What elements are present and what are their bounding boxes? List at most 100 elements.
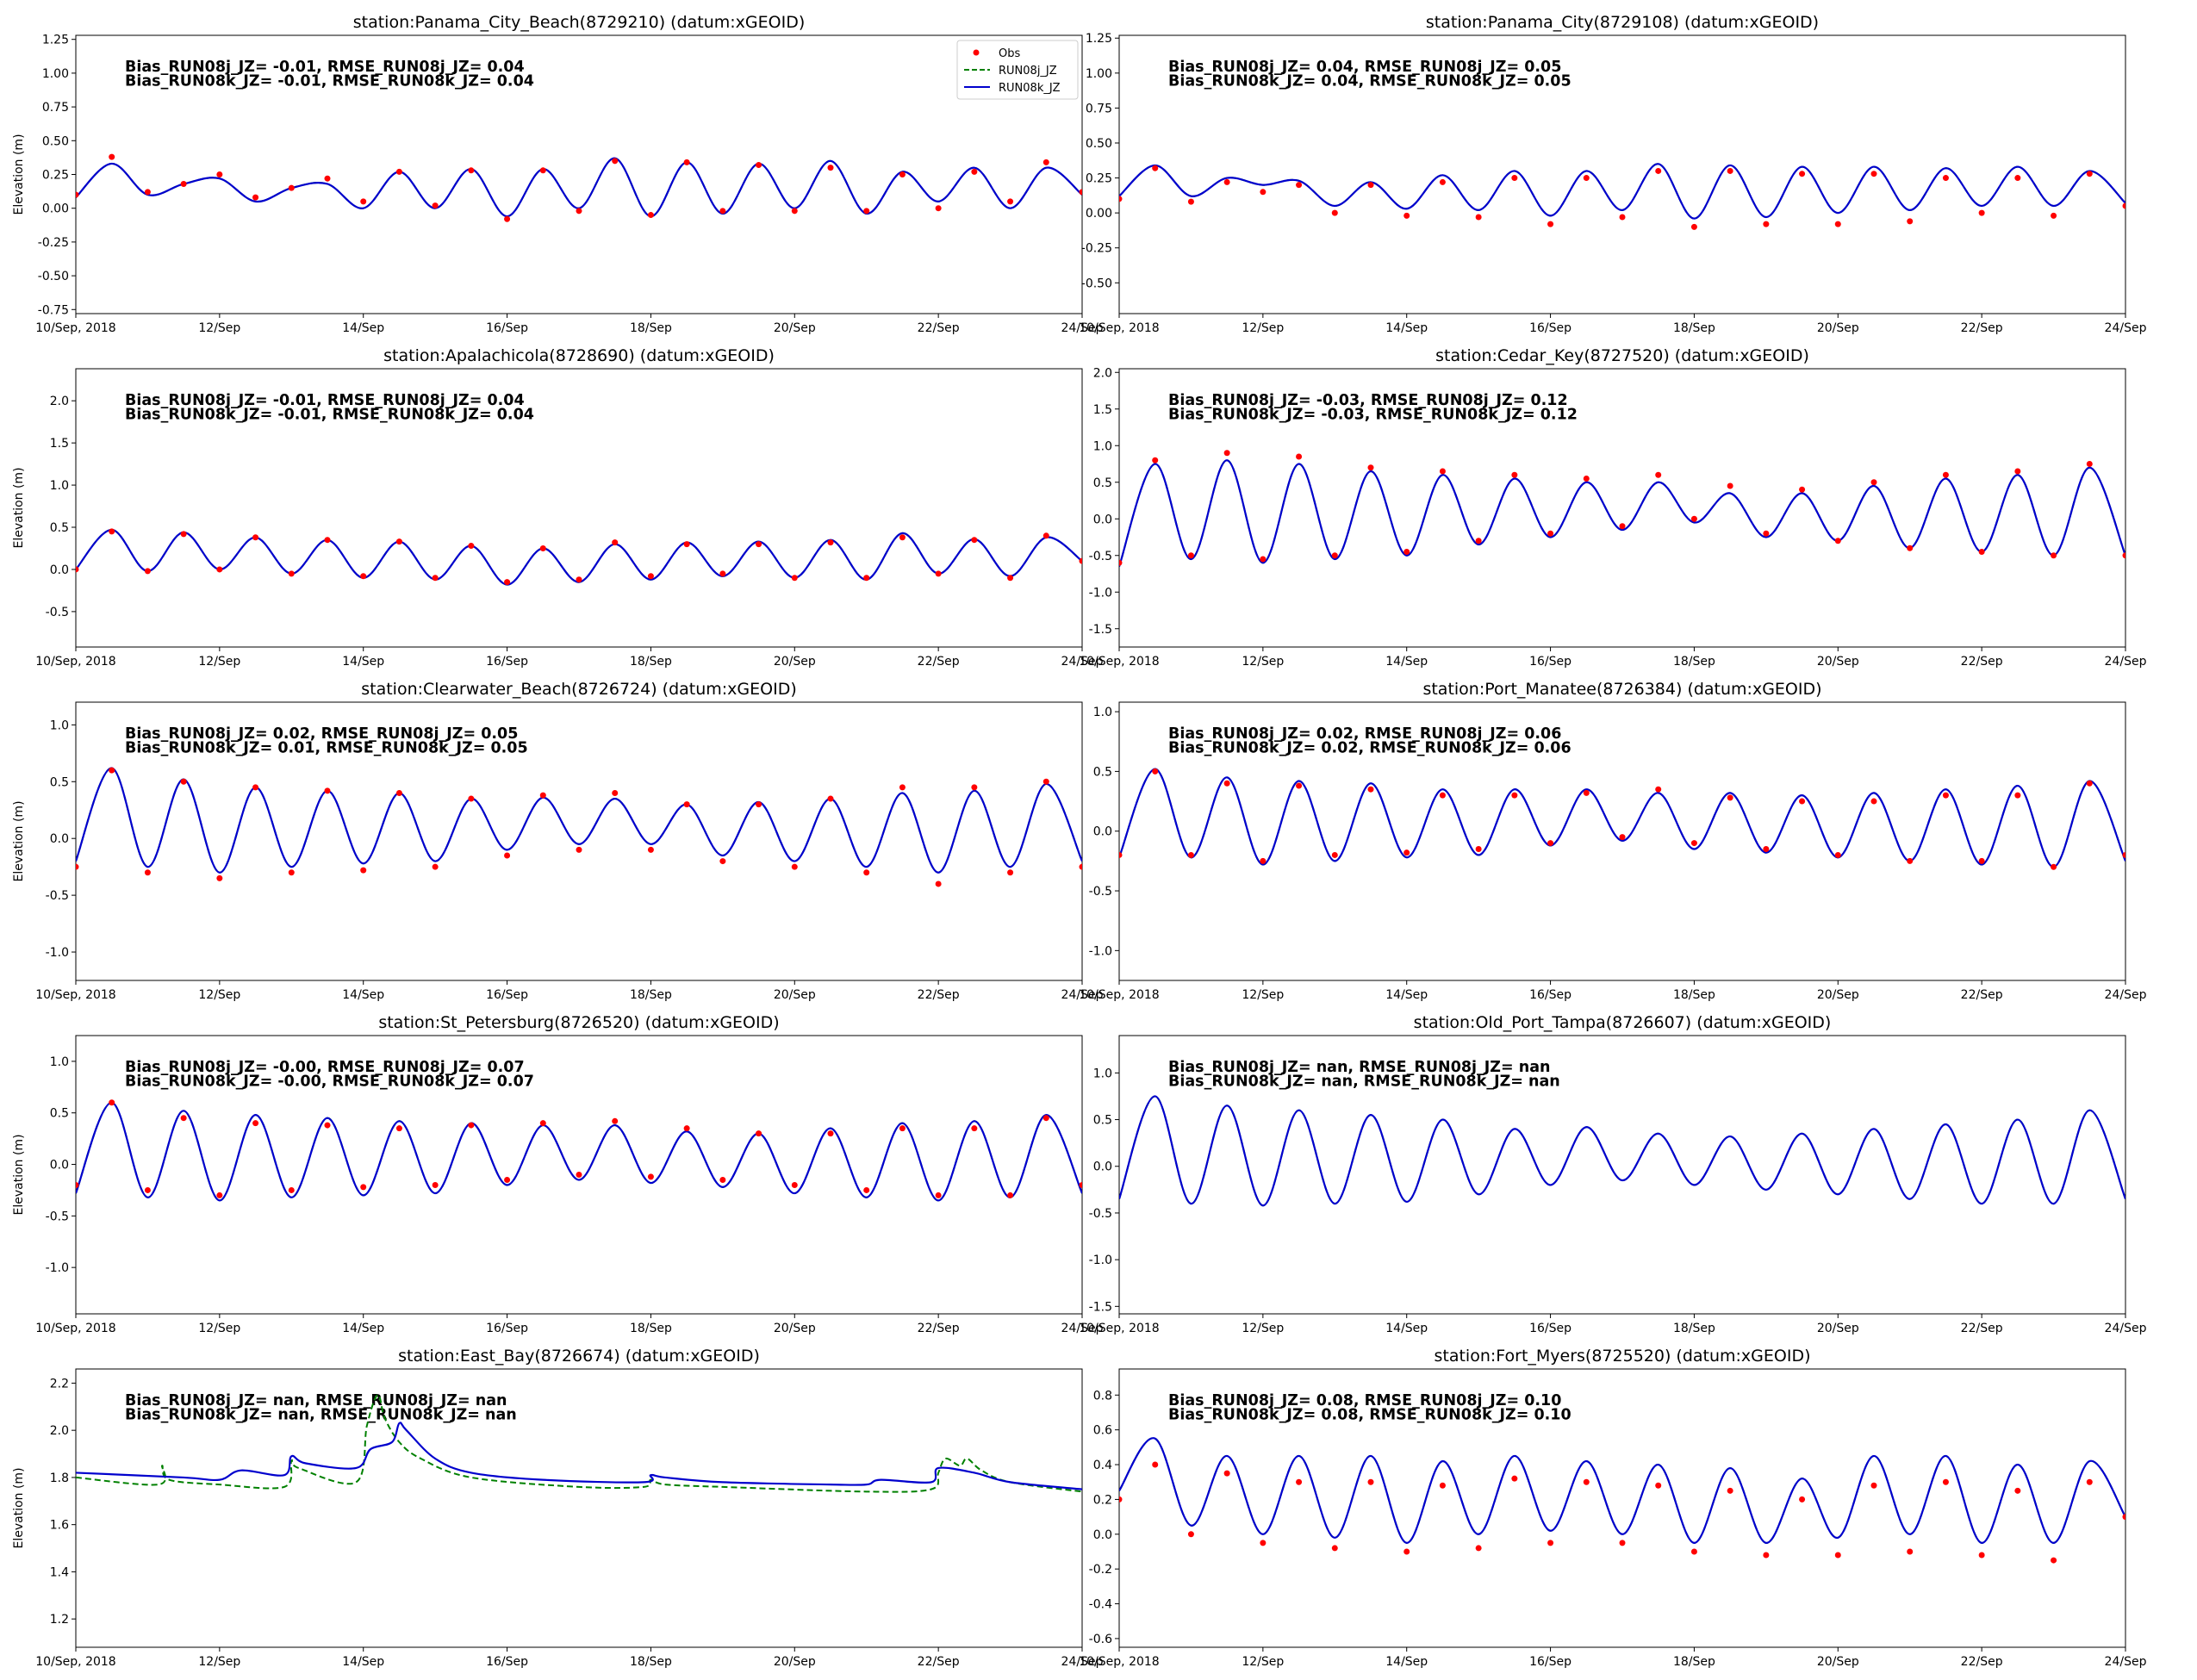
series-obs-point: [1475, 1545, 1482, 1552]
y-tick-label: 2.0: [1093, 366, 1112, 380]
series-obs-point: [863, 208, 870, 215]
series-obs-point: [216, 874, 223, 881]
chart-panel-4: station:Cedar_Key(8727520) (datum:xGEOID…: [1079, 346, 2146, 669]
series-obs-point: [1439, 1482, 1446, 1489]
series-obs-point: [1152, 768, 1159, 775]
x-tick-label: 20/Sep: [1817, 1322, 1859, 1335]
y-tick-label: 0.5: [1093, 476, 1112, 490]
chart-title: station:Cedar_Key(8727520) (datum:xGEOID…: [1435, 346, 1809, 365]
series-obs-point: [1079, 557, 1082, 564]
series-obs-point: [1403, 1548, 1410, 1555]
series-obs-point: [1042, 532, 1049, 539]
series-obs-point: [324, 537, 331, 544]
series-obs-point: [1260, 189, 1267, 196]
x-tick-label: 20/Sep: [1817, 988, 1859, 1002]
stats-line-1: Bias_RUN08j_JZ= 0.02, RMSE_RUN08j_JZ= 0.…: [1168, 725, 1561, 743]
stats-line-2: Bias_RUN08k_JZ= 0.08, RMSE_RUN08k_JZ= 0.…: [1168, 1407, 1572, 1424]
series-obs-point: [1007, 869, 1014, 876]
y-tick-label: 1.0: [1093, 706, 1112, 719]
x-tick-label: 24/Sep: [1061, 1322, 1104, 1335]
stats-line-2: Bias_RUN08k_JZ= -0.00, RMSE_RUN08k_JZ= 0…: [125, 1073, 534, 1091]
chart-title: station:Apalachicola(8728690) (datum:xGE…: [383, 346, 775, 365]
series-obs-point: [468, 167, 475, 174]
x-tick-label: 24/Sep: [1061, 655, 1104, 669]
series-obs-point: [468, 795, 475, 802]
series-run08k-line: [1119, 1437, 2125, 1544]
plot-area: [1119, 450, 2125, 567]
series-run08j-line: [76, 1394, 1082, 1493]
series-run08k-line: [76, 767, 1082, 874]
series-obs-point: [1260, 857, 1267, 864]
x-tick-label: 24/Sep: [2105, 655, 2147, 669]
plot-area: [1119, 1095, 2125, 1207]
x-tick-label: 14/Sep: [1385, 1655, 1428, 1669]
plot-area: [76, 767, 1082, 887]
y-axis-label: Elevation (m): [12, 800, 26, 881]
x-tick-label: 14/Sep: [1385, 1322, 1428, 1335]
y-tick-label: 1.5: [50, 437, 69, 451]
series-obs-point: [1007, 1192, 1014, 1198]
series-obs-point: [216, 171, 223, 177]
x-tick-label: 24/Sep: [2105, 988, 2147, 1002]
x-tick-label: 24/Sep: [1061, 321, 1104, 335]
x-tick-label: 18/Sep: [630, 321, 672, 335]
series-obs-point: [791, 863, 798, 870]
series-obs-point: [1978, 857, 1985, 864]
series-obs-point: [1978, 549, 1985, 555]
series-obs-point: [1042, 778, 1049, 785]
x-tick-label: 18/Sep: [630, 1655, 672, 1669]
series-obs-point: [2122, 851, 2125, 858]
chart-panel-7: station:St_Petersburg(8726520) (datum:xG…: [12, 1013, 1104, 1335]
stats-line-1: Bias_RUN08j_JZ= -0.03, RMSE_RUN08j_JZ= 0…: [1168, 392, 1568, 409]
series-obs-point: [719, 1176, 726, 1183]
y-tick-label: 0.0: [50, 832, 69, 846]
y-tick-label: -1.0: [1089, 1254, 1112, 1267]
series-obs-point: [539, 792, 546, 799]
y-tick-label: 1.6: [50, 1519, 69, 1533]
series-run08k-line: [1119, 163, 2125, 220]
axes-frame: [1118, 34, 2126, 314]
chart-title: station:East_Bay(8726674) (datum:xGEOID): [398, 1347, 760, 1366]
x-tick-label: 22/Sep: [918, 988, 960, 1002]
y-tick-label: 0.6: [1093, 1424, 1112, 1438]
y-tick-label: 0.0: [50, 1159, 69, 1173]
x-tick-label: 12/Sep: [1242, 655, 1284, 669]
x-tick-label: 14/Sep: [1385, 988, 1428, 1002]
axes-frame: [75, 1368, 1083, 1648]
series-obs-point: [935, 1192, 942, 1198]
series-obs-point: [2086, 461, 2093, 467]
stats-line-2: Bias_RUN08k_JZ= nan, RMSE_RUN08k_JZ= nan: [1168, 1073, 1560, 1091]
y-tick-label: -1.0: [1089, 944, 1112, 958]
series-obs-point: [576, 576, 582, 583]
x-tick-label: 20/Sep: [1817, 1655, 1859, 1669]
series-obs-point: [432, 863, 439, 870]
x-tick-label: 24/Sep: [1061, 988, 1104, 1002]
series-obs-point: [1511, 471, 1518, 478]
series-obs-point: [827, 795, 834, 802]
series-obs-point: [1763, 530, 1770, 537]
series-obs-point: [935, 880, 942, 887]
plot-area: [1119, 163, 2125, 230]
stats-line-2: Bias_RUN08k_JZ= 0.01, RMSE_RUN08k_JZ= 0.…: [125, 740, 528, 757]
series-obs-point: [1907, 544, 1914, 551]
series-obs-point: [109, 767, 115, 774]
stats-line-2: Bias_RUN08k_JZ= nan, RMSE_RUN08k_JZ= nan: [125, 1407, 517, 1424]
series-obs-point: [1547, 1540, 1554, 1546]
series-obs-point: [2051, 212, 2057, 219]
axes-frame: [1118, 1368, 2126, 1648]
x-tick-label: 12/Sep: [198, 655, 240, 669]
x-tick-label: 18/Sep: [630, 655, 672, 669]
y-tick-label: -1.5: [1089, 623, 1112, 637]
series-obs-point: [2086, 171, 2093, 177]
series-obs-point: [791, 575, 798, 582]
series-obs-point: [1619, 523, 1626, 530]
series-obs-point: [1260, 1540, 1267, 1546]
series-obs-point: [1834, 221, 1841, 227]
series-obs-point: [1942, 1478, 1949, 1485]
y-axis-label: Elevation (m): [12, 1467, 26, 1548]
stats-line-2: Bias_RUN08k_JZ= -0.01, RMSE_RUN08k_JZ= 0…: [125, 73, 534, 90]
axes-frame: [1118, 1035, 2126, 1315]
series-obs-point: [827, 165, 834, 171]
stats-line-2: Bias_RUN08k_JZ= -0.03, RMSE_RUN08k_JZ= 0…: [1168, 407, 1578, 424]
series-obs-point: [1834, 851, 1841, 858]
